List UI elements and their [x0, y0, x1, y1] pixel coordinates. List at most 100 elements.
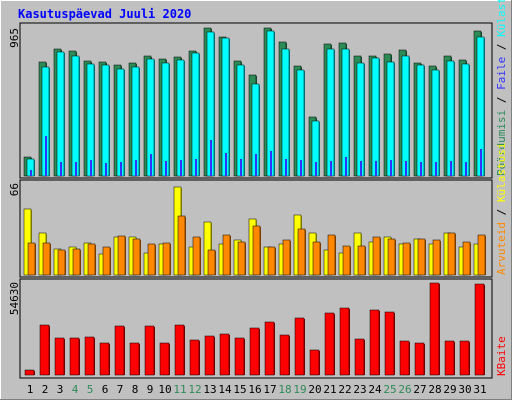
bar-arvuteid-day-3: [57, 249, 66, 276]
legend-top-item-0: Pöördumisi: [495, 110, 508, 176]
bar-faile-day-25: [390, 160, 392, 176]
bar-arvuteid-day-31: [477, 234, 486, 276]
panel-middle: 66 Arvuteid / Külastusi: [8, 143, 508, 278]
bar-kbaite-day-26: [399, 340, 410, 376]
bar-faile-day-1: [30, 170, 32, 176]
day-label-19: 19: [293, 383, 306, 396]
bar-kylastusi-day-24: [371, 57, 380, 177]
bar-kylastusi-day-7: [116, 68, 125, 177]
bar-arvuteid-day-19: [297, 228, 306, 276]
day-label-3: 3: [57, 383, 64, 396]
bar-kbaite-day-13: [204, 335, 215, 376]
bar-faile-day-5: [90, 160, 92, 176]
bar-arvuteid-day-22: [342, 245, 351, 276]
bar-faile-day-31: [480, 149, 482, 176]
bar-kbaite-day-1: [24, 369, 35, 376]
panel-top-bars: [23, 27, 485, 177]
bar-faile-day-3: [60, 162, 62, 176]
bar-kylastusi-day-29: [446, 60, 455, 177]
bar-kbaite-day-11: [174, 324, 185, 376]
legend-top-item-3: /: [495, 37, 508, 57]
panel-middle-max-label: 66: [8, 183, 21, 196]
bar-faile-day-16: [255, 154, 257, 176]
bar-kylastusi-day-21: [326, 48, 335, 177]
day-label-13: 13: [203, 383, 216, 396]
bar-kylastusi-day-28: [431, 69, 440, 177]
bar-kylastusi-day-22: [341, 48, 350, 177]
day-label-10: 10: [158, 383, 171, 396]
panel-bottom-bars: [24, 282, 485, 376]
bar-kbaite-day-7: [114, 325, 125, 376]
bar-arvuteid-day-28: [432, 239, 441, 276]
bar-faile-day-14: [225, 153, 227, 176]
bar-kbaite-day-21: [324, 312, 335, 376]
bar-arvuteid-day-15: [237, 241, 246, 276]
bar-arvuteid-day-23: [357, 245, 366, 276]
bar-kylastusi-day-25: [386, 61, 395, 177]
bar-arvuteid-day-13: [207, 249, 216, 276]
bar-faile-day-22: [345, 157, 347, 176]
bar-faile-day-21: [330, 161, 332, 176]
bar-kbaite-day-22: [339, 307, 350, 376]
bar-kbaite-day-12: [189, 339, 200, 376]
day-label-30: 30: [458, 383, 471, 396]
day-label-14: 14: [218, 383, 232, 396]
bar-kylastusi-day-10: [161, 62, 170, 177]
day-label-2: 2: [42, 383, 49, 396]
day-label-17: 17: [263, 383, 276, 396]
bar-kylastusi-day-6: [101, 64, 110, 177]
bar-kylastusi-day-12: [191, 52, 200, 177]
day-label-27: 27: [413, 383, 426, 396]
bar-faile-day-6: [105, 163, 107, 176]
legend-middle-item-2: Külastusi: [495, 143, 508, 203]
bar-kylastusi-mid-day-1: [23, 208, 32, 276]
bar-arvuteid-day-17: [267, 246, 276, 276]
bar-faile-day-29: [450, 161, 452, 176]
bar-kbaite-day-18: [279, 334, 290, 376]
bar-faile-day-26: [405, 161, 407, 176]
bar-arvuteid-day-10: [162, 242, 171, 276]
bar-kbaite-day-19: [294, 317, 305, 376]
day-label-4: 4: [72, 383, 79, 396]
bar-arvuteid-day-7: [117, 235, 126, 276]
bar-kylastusi-day-11: [176, 59, 185, 177]
bar-kbaite-day-25: [384, 311, 395, 376]
day-label-18: 18: [278, 383, 291, 396]
bar-arvuteid-day-24: [372, 236, 381, 276]
bar-arvuteid-day-25: [387, 238, 396, 276]
bar-arvuteid-day-16: [252, 225, 261, 276]
legend-top-item-2: Faile: [495, 57, 508, 90]
bar-kbaite-day-31: [474, 283, 485, 376]
bar-faile-day-11: [180, 160, 182, 176]
bar-kbaite-day-5: [84, 336, 95, 376]
bar-faile-day-13: [210, 140, 212, 176]
bar-faile-day-12: [195, 159, 197, 176]
bar-kbaite-day-8: [129, 342, 140, 376]
bar-faile-day-7: [120, 162, 122, 176]
bar-kylastusi-day-4: [71, 55, 80, 177]
day-label-12: 12: [188, 383, 201, 396]
bar-kbaite-day-23: [354, 338, 365, 376]
day-label-15: 15: [233, 383, 246, 396]
bar-kbaite-day-30: [459, 340, 470, 376]
bar-arvuteid-day-26: [402, 242, 411, 276]
bar-arvuteid-day-12: [192, 236, 201, 276]
day-label-11: 11: [173, 383, 186, 396]
bar-faile-day-28: [435, 162, 437, 176]
bar-kylastusi-day-30: [461, 63, 470, 177]
bar-arvuteid-day-20: [312, 241, 321, 276]
day-label-16: 16: [248, 383, 261, 396]
bar-kbaite-day-20: [309, 349, 320, 376]
bar-kbaite-day-24: [369, 309, 380, 376]
bar-kylastusi-day-8: [131, 66, 140, 177]
bar-kbaite-day-28: [429, 282, 440, 376]
bar-arvuteid-day-29: [447, 232, 456, 276]
bar-kylastusi-mid-day-13: [203, 221, 212, 276]
bar-arvuteid-day-27: [417, 238, 426, 276]
bar-kbaite-day-15: [234, 337, 245, 376]
bar-kbaite-day-9: [144, 325, 155, 376]
bar-arvuteid-day-18: [282, 239, 291, 276]
bar-arvuteid-day-21: [327, 234, 336, 276]
day-label-8: 8: [132, 383, 139, 396]
